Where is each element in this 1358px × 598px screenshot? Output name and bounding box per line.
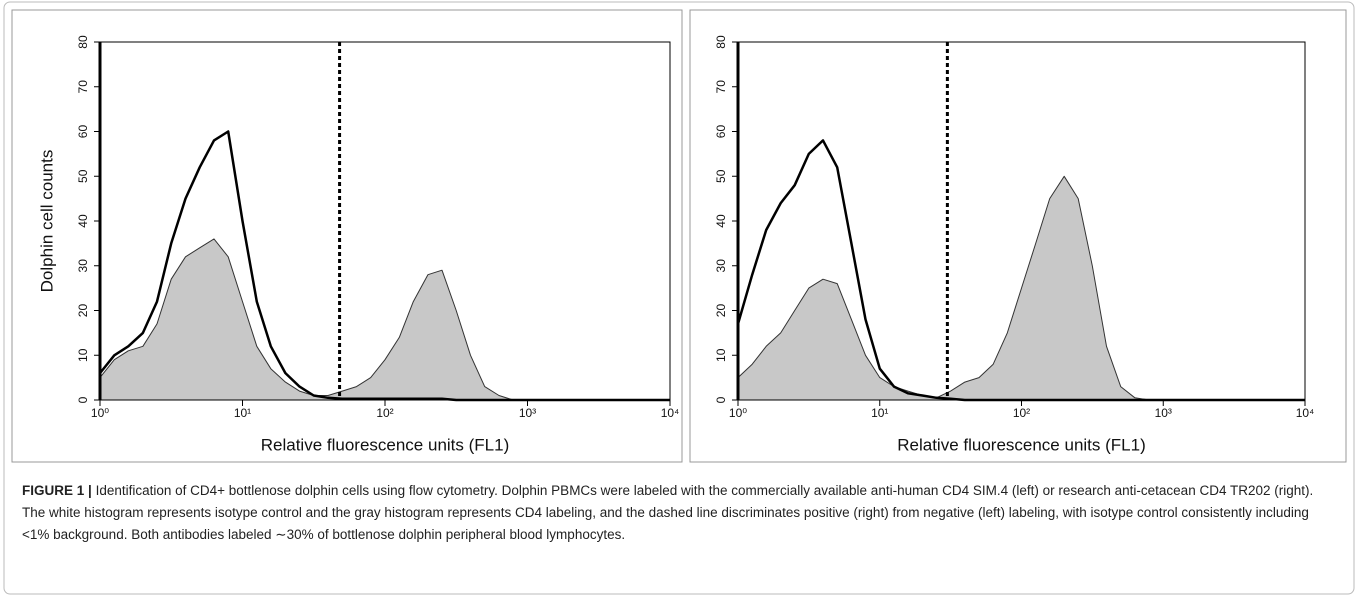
x-tick-label: 10²	[1013, 406, 1030, 420]
y-axis-label: Dolphin cell counts	[37, 150, 56, 293]
panel-frame	[11, 9, 683, 463]
y-tick-label: 80	[714, 35, 728, 49]
y-tick-label: 40	[714, 214, 728, 228]
figure-border	[3, 1, 1355, 595]
x-tick-label: 10²	[376, 406, 393, 420]
y-tick-label: 60	[76, 125, 90, 139]
y-tick-label: 70	[714, 80, 728, 94]
y-tick-label: 50	[76, 169, 90, 183]
y-tick-label: 30	[714, 259, 728, 273]
x-tick-label: 10⁴	[1296, 406, 1315, 420]
y-tick-label: 10	[76, 348, 90, 362]
x-tick-label: 10⁴	[661, 406, 680, 420]
y-tick-label: 30	[76, 259, 90, 273]
x-tick-label: 10³	[519, 406, 536, 420]
y-tick-label: 0	[76, 396, 90, 403]
x-axis-label: Relative fluorescence units (FL1)	[261, 435, 510, 454]
y-tick-label: 20	[76, 304, 90, 318]
y-tick-label: 0	[714, 396, 728, 403]
x-axis-label: Relative fluorescence units (FL1)	[897, 435, 1146, 454]
x-tick-label: 10³	[1155, 406, 1172, 420]
caption-label: FIGURE 1 |	[22, 483, 92, 498]
x-tick-label: 10¹	[234, 406, 251, 420]
x-tick-label: 10⁰	[91, 406, 109, 420]
caption: FIGURE 1 | Identification of CD4+ bottle…	[22, 480, 1332, 546]
histogram-area	[100, 238, 670, 400]
caption-text: Identification of CD4+ bottlenose dolphi…	[22, 483, 1314, 542]
y-tick-label: 40	[76, 214, 90, 228]
y-tick-label: 50	[714, 169, 728, 183]
x-tick-label: 10¹	[871, 406, 888, 420]
y-tick-label: 70	[76, 80, 90, 94]
y-tick-label: 60	[714, 125, 728, 139]
panel-frame	[689, 9, 1347, 463]
x-tick-label: 10⁰	[729, 406, 747, 420]
y-tick-label: 80	[76, 35, 90, 49]
y-tick-label: 20	[714, 304, 728, 318]
y-tick-label: 10	[714, 348, 728, 362]
